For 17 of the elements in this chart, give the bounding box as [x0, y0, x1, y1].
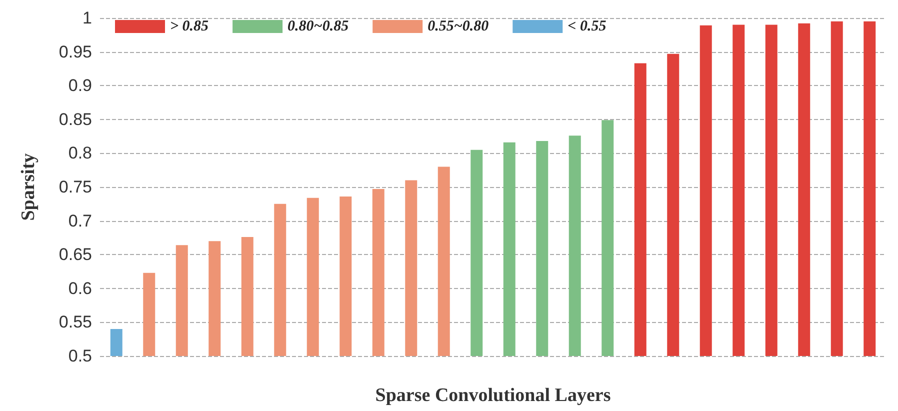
legend-label: > 0.85 — [170, 18, 210, 34]
y-tick-label: 0.7 — [68, 211, 92, 230]
y-tick-label: 0.85 — [58, 110, 92, 129]
y-tick-label: 0.95 — [58, 42, 92, 62]
x-axis-title: Sparse Convolutional Layers — [375, 385, 611, 406]
y-tick-label: 0.6 — [68, 278, 92, 298]
y-tick-label: 0.55 — [58, 312, 92, 332]
legend-label: < 0.55 — [568, 18, 607, 34]
y-tick-label: 0.75 — [58, 178, 92, 196]
y-tick-label: 0.9 — [68, 76, 92, 96]
y-tick-label: 0.65 — [58, 245, 92, 264]
y-axis-title: Sparsity — [18, 152, 39, 221]
y-tick-label: 0.5 — [68, 346, 92, 366]
legend-label: 0.80~0.85 — [288, 18, 350, 34]
y-tick-label: 0.8 — [68, 144, 92, 163]
y-tick-label: 1 — [82, 8, 92, 28]
legend-label: 0.55~0.80 — [428, 18, 490, 34]
